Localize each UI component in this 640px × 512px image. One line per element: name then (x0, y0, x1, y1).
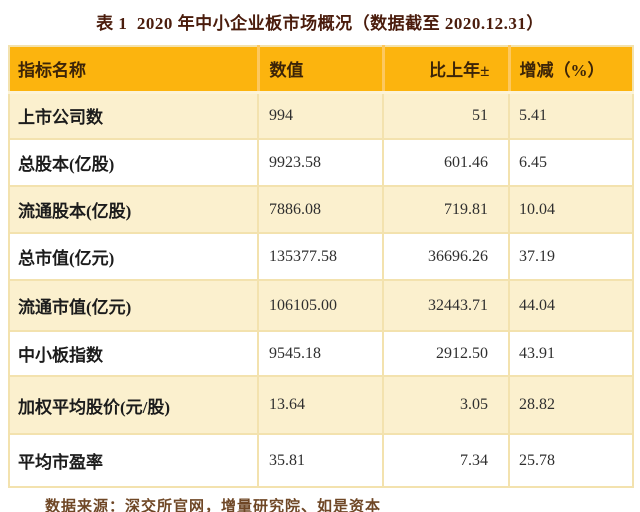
table-row: 流通股本(亿股) 7886.08 719.81 10.04 (8, 185, 634, 234)
value-cell: 9545.18 (257, 330, 384, 377)
pct-cell: 28.82 (508, 375, 634, 435)
change-cell: 3.05 (382, 375, 510, 435)
pct-cell: 6.45 (508, 138, 634, 187)
change-cell: 7.34 (382, 433, 510, 488)
pct-cell: 5.41 (508, 91, 634, 140)
table-row: 中小板指数 9545.18 2912.50 43.91 (8, 330, 634, 377)
change-cell: 51 (382, 91, 510, 140)
change-cell: 36696.26 (382, 232, 510, 281)
table-row: 加权平均股价(元/股) 13.64 3.05 28.82 (8, 375, 634, 435)
pct-cell: 10.04 (508, 185, 634, 234)
indicator-name-cell: 总市值(亿元) (8, 232, 259, 281)
table-row: 平均市盈率 35.81 7.34 25.78 (8, 433, 634, 488)
indicator-name-cell: 流通市值(亿元) (8, 279, 259, 332)
market-overview-table: 指标名称 数值 比上年± 增减（%） 上市公司数 994 51 5.41 总股本(亿股)… (8, 45, 634, 488)
table-header: 指标名称 数值 比上年± 增减（%） (9, 46, 633, 94)
data-source-note: 数据来源：深交所官网，增量研究院、如是资本 (45, 499, 382, 512)
value-cell: 106105.00 (257, 279, 384, 332)
value-cell: 7886.08 (257, 185, 384, 234)
column-header-indicator: 指标名称 (9, 46, 258, 94)
change-cell: 2912.50 (382, 330, 510, 377)
pct-cell: 44.04 (508, 279, 634, 332)
table-figure: 表 1 2020 年中小企业板市场概况（数据截至 2020.12.31） 指标名… (0, 9, 640, 512)
table-row: 总市值(亿元) 135377.58 36696.26 37.19 (8, 232, 634, 281)
table-row: 流通市值(亿元) 106105.00 32443.71 44.04 (8, 279, 634, 332)
change-cell: 719.81 (382, 185, 510, 234)
column-header-change: 比上年± (381, 46, 509, 94)
change-cell: 32443.71 (382, 279, 510, 332)
value-cell: 9923.58 (257, 138, 384, 187)
pct-cell: 25.78 (508, 433, 634, 488)
pct-cell: 43.91 (508, 330, 634, 377)
value-cell: 135377.58 (257, 232, 384, 281)
indicator-name-cell: 总股本(亿股) (8, 138, 259, 187)
indicator-name-cell: 平均市盈率 (8, 433, 259, 488)
column-header-pct: 增减（%） (507, 46, 633, 94)
indicator-name-cell: 加权平均股价(元/股) (8, 375, 259, 435)
change-cell: 601.46 (382, 138, 510, 187)
table-title: 表 1 2020 年中小企业板市场概况（数据截至 2020.12.31） (96, 14, 544, 33)
indicator-name-cell: 上市公司数 (8, 91, 259, 140)
table-row: 上市公司数 994 51 5.41 (8, 91, 634, 140)
table-row: 总股本(亿股) 9923.58 601.46 6.45 (8, 138, 634, 187)
indicator-name-cell: 中小板指数 (8, 330, 259, 377)
pct-cell: 37.19 (508, 232, 634, 281)
value-cell: 994 (257, 91, 384, 140)
table-body: 上市公司数 994 51 5.41 总股本(亿股) 9923.58 601.46 6.45 流通… (8, 91, 634, 488)
value-cell: 13.64 (257, 375, 384, 435)
indicator-name-cell: 流通股本(亿股) (8, 185, 259, 234)
value-cell: 35.81 (257, 433, 384, 488)
header-row: 指标名称 数值 比上年± 增减（%） (9, 46, 633, 94)
column-header-value: 数值 (256, 46, 383, 94)
